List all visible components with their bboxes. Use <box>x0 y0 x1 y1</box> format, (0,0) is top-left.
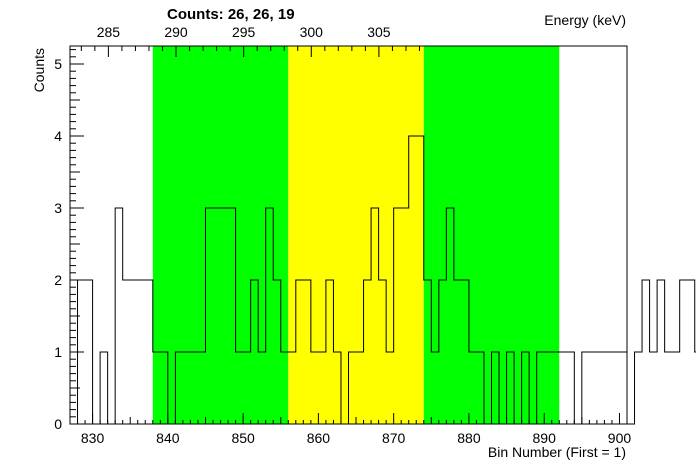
x-tick-label: 860 <box>307 430 331 446</box>
sideband-regions <box>152 46 560 424</box>
energy-tick-label: 300 <box>300 24 324 40</box>
energy-tick-label: 295 <box>232 24 256 40</box>
x-tick-label: 870 <box>382 430 406 446</box>
region-band-2 <box>288 46 424 424</box>
y-tick-label: 1 <box>54 344 62 360</box>
x-tick-label: 830 <box>81 430 105 446</box>
histogram-line <box>70 135 696 425</box>
x-axis: 830 840 850 860 870 880 890 900 <box>77 413 632 446</box>
region-band-1 <box>152 46 289 424</box>
y-tick-label: 4 <box>54 128 62 144</box>
energy-axis-label: Energy (keV) <box>544 12 626 28</box>
x-axis-label: Bin Number (First = 1) <box>488 444 626 460</box>
y-tick-label: 3 <box>54 200 62 216</box>
y-tick-label: 2 <box>54 272 62 288</box>
x-tick-label: 890 <box>533 430 557 446</box>
y-tick-label: 5 <box>54 56 62 72</box>
x-tick-label: 840 <box>156 430 180 446</box>
energy-tick-label: 290 <box>164 24 188 40</box>
y-tick-label: 0 <box>54 416 62 432</box>
energy-tick-label: 305 <box>367 24 391 40</box>
x-tick-label: 900 <box>608 430 632 446</box>
histogram-series <box>70 135 696 425</box>
y-axis: 0 1 2 3 4 5 <box>54 49 84 432</box>
energy-axis: 285 290 295 300 305 <box>80 24 420 57</box>
y-axis-label: Counts <box>31 48 47 92</box>
x-tick-label: 850 <box>231 430 255 446</box>
x-tick-label: 880 <box>457 430 481 446</box>
chart-title: Counts: 26, 26, 19 <box>167 6 295 23</box>
energy-tick-label: 285 <box>97 24 121 40</box>
